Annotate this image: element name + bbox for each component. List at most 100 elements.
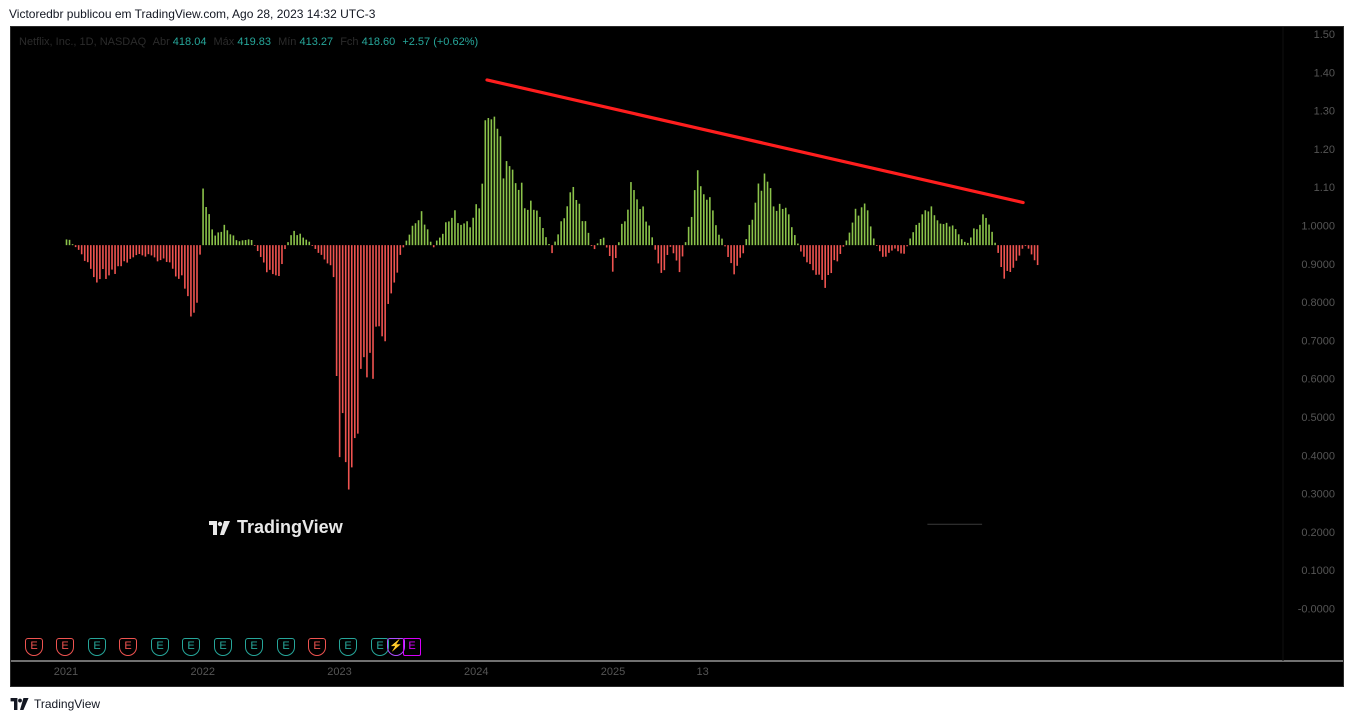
- histogram-bar-down: [159, 245, 162, 261]
- histogram-bar-up: [557, 234, 559, 246]
- histogram-bar-up: [690, 216, 693, 246]
- histogram-bar-down: [836, 245, 839, 262]
- histogram-bar-down: [168, 245, 171, 263]
- histogram-bar-down: [888, 245, 890, 253]
- histogram-bar-down: [1015, 245, 1018, 261]
- tradingview-logo-icon: [209, 520, 230, 535]
- histogram-bar-up: [621, 223, 623, 246]
- histogram-bar-up: [791, 227, 793, 246]
- histogram-bar-up: [860, 207, 863, 246]
- histogram-bar-down: [266, 245, 268, 273]
- histogram-bar-down: [165, 245, 168, 262]
- x-tick-label: 2021: [53, 666, 79, 678]
- histogram-bar-up: [702, 194, 705, 246]
- histogram-bar-down: [833, 245, 836, 261]
- histogram-bar-down: [269, 245, 271, 270]
- histogram-bar-up: [523, 208, 526, 246]
- histogram-bar-down: [123, 245, 125, 262]
- indicator-chart[interactable]: 1.50 1.40 1.30 1.20 1.10 1.0000 0.9000 0.8000 0.…: [11, 27, 1343, 686]
- y-tick-label: 0.6000: [1301, 374, 1335, 386]
- histogram-bar-down: [803, 245, 805, 257]
- histogram-bar-up: [548, 244, 550, 246]
- histogram-bar-up: [217, 232, 220, 246]
- histogram-bar-up: [784, 207, 787, 246]
- histogram-bar-down: [375, 245, 377, 327]
- x-tick-label: 2024: [464, 666, 489, 678]
- histogram-bar-down: [1024, 245, 1027, 247]
- histogram-bar-up: [305, 239, 308, 246]
- earnings-event-icon[interactable]: E: [56, 638, 74, 656]
- histogram-bar-up: [778, 203, 781, 246]
- tradingview-watermark: TradingView: [209, 517, 343, 538]
- histogram-bar-down: [190, 245, 192, 317]
- histogram-bar-up: [948, 226, 951, 246]
- histogram-bar-down: [900, 245, 902, 254]
- histogram-bar-up: [709, 197, 711, 246]
- histogram-bar-up: [857, 215, 860, 246]
- histogram-bar-down: [842, 245, 845, 247]
- footer-brand-text: TradingView: [34, 697, 101, 711]
- earnings-event-icon[interactable]: E: [119, 638, 137, 656]
- histogram-bar-up: [493, 116, 496, 246]
- histogram-bar-down: [809, 245, 811, 265]
- histogram-bar-down: [83, 245, 86, 261]
- histogram-bar-up: [517, 189, 520, 246]
- earnings-event-icon[interactable]: E: [88, 638, 106, 656]
- chart-panel[interactable]: 1.50 1.40 1.30 1.20 1.10 1.0000 0.9000 0.8000 0.…: [10, 26, 1344, 687]
- histogram-bar-up: [211, 229, 213, 246]
- histogram-bar-up: [924, 210, 927, 246]
- footer-brand[interactable]: TradingView: [10, 697, 100, 711]
- histogram-bar-up: [976, 229, 978, 246]
- histogram-bar-up: [863, 203, 866, 246]
- histogram-bar-down: [903, 245, 905, 254]
- histogram-bar-down: [742, 245, 745, 254]
- earnings-event-icon[interactable]: E: [182, 638, 200, 656]
- histogram-bar-down: [1030, 245, 1033, 255]
- histogram-bar-down: [350, 245, 353, 468]
- trend-line: [485, 78, 1025, 205]
- earnings-event-icon[interactable]: E: [25, 638, 43, 656]
- histogram-bar-down: [284, 245, 286, 250]
- earnings-event-icon[interactable]: E: [339, 638, 357, 656]
- histogram-bar-up: [845, 240, 848, 246]
- histogram-bar-down: [614, 245, 617, 258]
- histogram-bar-up: [851, 222, 854, 246]
- histogram-bar-up: [426, 229, 429, 246]
- histogram-bar-up: [687, 226, 690, 246]
- histogram-bar-down: [378, 245, 380, 327]
- split-event-icon[interactable]: ⚡: [387, 638, 405, 656]
- histogram-bar-up: [223, 224, 226, 246]
- earnings-event-icon[interactable]: E: [245, 638, 263, 656]
- y-tick-label: 0.3000: [1301, 489, 1335, 501]
- histogram-bar-down: [1018, 245, 1021, 256]
- histogram-bar-down: [111, 245, 113, 270]
- earnings-event-icon[interactable]: E: [214, 638, 232, 656]
- histogram-bar-down: [80, 245, 83, 255]
- histogram-bar-up: [417, 220, 420, 246]
- histogram-bar-up: [290, 235, 292, 246]
- histogram-bar-up: [581, 221, 584, 246]
- histogram-bar-up: [539, 216, 541, 246]
- histogram-bar-down: [608, 245, 611, 257]
- histogram-bar-down: [879, 245, 881, 252]
- histogram-bar-down: [1009, 245, 1012, 272]
- earnings-event-icon[interactable]: E: [151, 638, 169, 656]
- histogram-bar-up: [508, 166, 511, 246]
- histogram-bar-up: [71, 244, 74, 246]
- histogram-bar-up: [514, 183, 517, 246]
- earnings-event-icon[interactable]: E: [308, 638, 326, 656]
- histogram-bar-down: [311, 245, 314, 246]
- close-value: 418.60: [361, 36, 396, 48]
- earnings-event-icon[interactable]: E: [277, 638, 295, 656]
- histogram-bar-down: [590, 245, 593, 247]
- symbol-label: Netflix, Inc., 1D, NASDAQ: [19, 36, 147, 48]
- histogram-bar-down: [357, 245, 359, 434]
- earnings-event-icon[interactable]: E: [403, 638, 421, 656]
- histogram-bar-down: [727, 245, 729, 257]
- histogram-bar-down: [891, 245, 893, 251]
- histogram-bar-down: [360, 245, 362, 369]
- histogram-bar-down: [739, 245, 742, 258]
- y-tick-label: 1.30: [1314, 106, 1335, 118]
- histogram-bar-up: [302, 237, 305, 246]
- histogram-bar-up: [715, 225, 717, 246]
